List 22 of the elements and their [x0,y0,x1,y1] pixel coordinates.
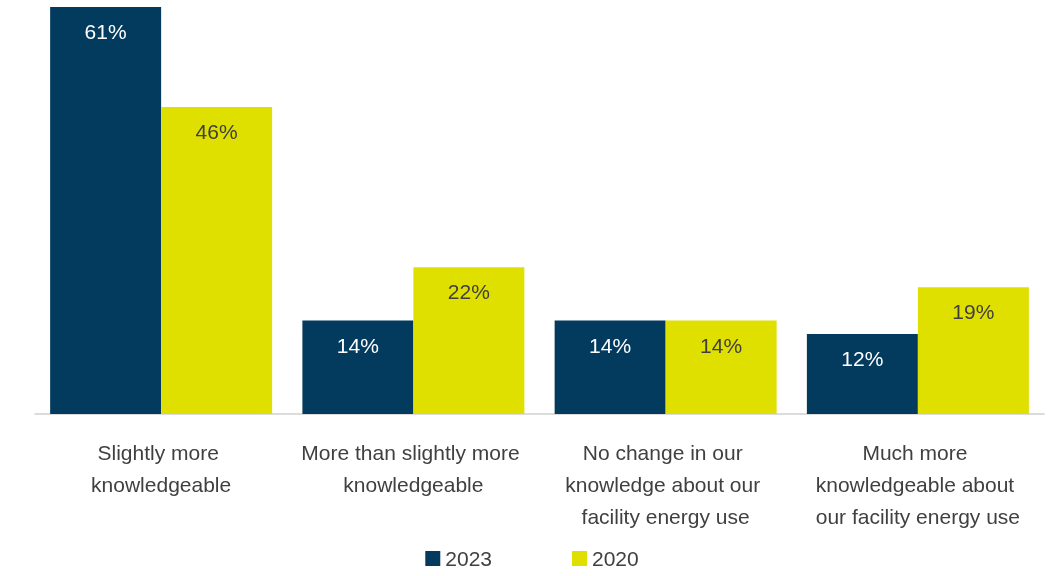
bar [50,7,162,414]
legend-label: 2023 [445,547,492,570]
data-label: 14% [700,333,743,357]
data-label: 46% [195,120,238,144]
bar [917,287,1029,414]
data-label: 12% [841,346,884,370]
data-label: 61% [84,20,127,43]
bar [806,333,918,414]
x-tick-label: Slightly more knowledgeable [91,440,232,496]
x-tick-label: No change in our knowledge about our facility energy use [565,440,767,528]
legend-label: 2020 [592,547,639,570]
bar [554,320,666,414]
data-label: 22% [447,280,490,304]
data-label: 19% [952,300,995,324]
bar [413,267,525,414]
x-tick-label: Much more knowledgeable about our facility energy use [815,440,1021,528]
bar [302,320,414,414]
data-label: 14% [336,333,379,357]
x-tick-label: More than slightly more knowledgeable [301,440,526,496]
bar [665,320,777,414]
bar [161,107,273,414]
data-label: 14% [589,333,632,357]
